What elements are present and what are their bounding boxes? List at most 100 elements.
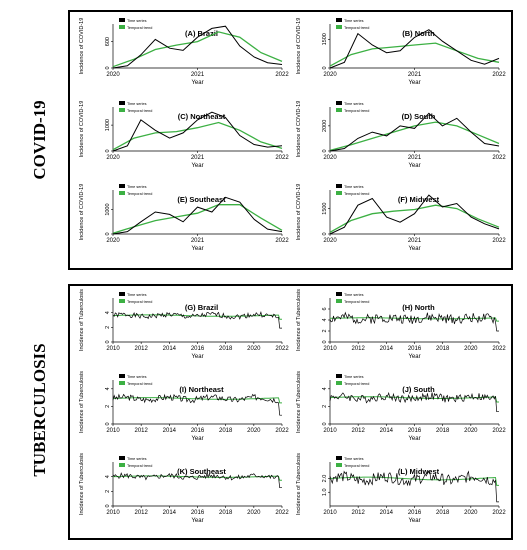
legend-label-time-series: Time series <box>344 457 364 461</box>
legend-label-time-series: Time series <box>344 102 364 106</box>
x-tick-label: 2021 <box>408 155 422 161</box>
legend-label-temporal-trend: Temporal trend <box>344 26 369 30</box>
x-tick-label: 2010 <box>323 510 337 516</box>
x-tick-label: 2010 <box>106 428 120 434</box>
panel-title: (E) Southeast <box>177 195 226 204</box>
x-tick-label: 2022 <box>275 72 289 78</box>
y-tick-label: 2 <box>105 405 111 408</box>
legend-swatch-temporal-trend <box>119 381 125 385</box>
y-axis-label: Incidence of Tuberculosis <box>296 371 302 433</box>
x-tick-label: 2020 <box>247 510 261 516</box>
legend-swatch-time-series <box>119 101 125 105</box>
legend-label-temporal-trend: Temporal trend <box>344 109 369 113</box>
x-tick-label: 2014 <box>380 346 394 352</box>
x-tick-label: 2020 <box>323 238 337 244</box>
x-tick-label: 2018 <box>219 346 233 352</box>
series-line-temporal-trend <box>329 476 499 486</box>
series-line-temporal-trend <box>112 31 283 68</box>
y-axis-label: Incidence of COVID-19 <box>79 184 85 241</box>
x-axis-label: Year <box>408 354 420 360</box>
y-tick-label: 0 <box>105 66 111 69</box>
y-tick-label: 0 <box>105 149 111 152</box>
legend-swatch-temporal-trend <box>119 299 125 303</box>
y-axis-label: Incidence of Tuberculosis <box>79 289 85 351</box>
y-tick-label: 0 <box>105 232 111 235</box>
tuberculosis-section-label: TUBERCULOSIS <box>30 343 49 477</box>
covid-section-label: COVID-19 <box>30 100 49 180</box>
x-axis-label: Year <box>191 163 203 169</box>
legend-swatch-temporal-trend <box>336 381 342 385</box>
panel-title: (L) Midwest <box>398 467 440 476</box>
legend-label-temporal-trend: Temporal trend <box>127 382 152 386</box>
legend-swatch-time-series <box>119 456 125 460</box>
legend-label-temporal-trend: Temporal trend <box>127 192 152 196</box>
legend-swatch-temporal-trend <box>336 25 342 29</box>
series-line-time-series <box>112 111 283 152</box>
x-tick-label: 2020 <box>464 346 478 352</box>
legend-swatch-time-series <box>119 374 125 378</box>
x-tick-label: 2018 <box>219 510 233 516</box>
x-axis-label: Year <box>408 518 420 524</box>
y-tick-label: 2 <box>105 326 111 329</box>
legend-swatch-time-series <box>119 184 125 188</box>
x-tick-label: 2010 <box>106 346 120 352</box>
legend-label-temporal-trend: Temporal trend <box>344 464 369 468</box>
legend-swatch-temporal-trend <box>119 463 125 467</box>
y-axis-label: Incidence of Tuberculosis <box>79 453 85 515</box>
series-line-time-series <box>112 472 282 489</box>
y-tick-label: 4 <box>322 318 328 321</box>
legend-label-time-series: Time series <box>127 102 147 106</box>
x-tick-label: 2022 <box>275 428 289 434</box>
x-tick-label: 2022 <box>275 155 289 161</box>
legend-label-time-series: Time series <box>344 375 364 379</box>
x-tick-label: 2022 <box>275 510 289 516</box>
legend-label-time-series: Time series <box>127 19 147 23</box>
x-tick-label: 2014 <box>380 428 394 434</box>
y-tick-label: 600 <box>105 37 111 46</box>
legend-swatch-time-series <box>336 374 342 378</box>
legend-swatch-temporal-trend <box>119 108 125 112</box>
legend-label-time-series: Time series <box>127 375 147 379</box>
chart-panel: 2010 2012 2014 2016 2018 2020 2022 1.0 2.0 Incide… <box>296 453 506 524</box>
x-tick-label: 2021 <box>191 72 205 78</box>
legend-label-time-series: Time series <box>344 293 364 297</box>
series-line-time-series <box>329 311 499 332</box>
x-tick-label: 2020 <box>106 238 120 244</box>
y-tick-label: 0 <box>105 504 111 507</box>
series-line-time-series <box>112 25 283 69</box>
x-tick-label: 2022 <box>275 346 289 352</box>
series-line-time-series <box>112 310 282 329</box>
legend-swatch-time-series <box>336 292 342 296</box>
x-tick-label: 2016 <box>191 428 205 434</box>
x-tick-label: 2016 <box>191 346 205 352</box>
legend-swatch-time-series <box>336 101 342 105</box>
chart-panel: 2020 2021 2022 0 1500 Incidence of COVID-19 Ye… <box>296 184 506 252</box>
x-tick-label: 2018 <box>436 510 450 516</box>
series-line-temporal-trend <box>329 204 500 233</box>
x-tick-label: 2021 <box>408 72 422 78</box>
legend-label-temporal-trend: Temporal trend <box>127 300 152 304</box>
y-axis-label: Incidence of Tuberculosis <box>79 371 85 433</box>
legend-swatch-temporal-trend <box>119 191 125 195</box>
y-tick-label: 4 <box>105 475 111 478</box>
y-tick-label: 0 <box>322 66 328 69</box>
series-line-time-series <box>329 194 500 235</box>
x-tick-label: 2022 <box>492 346 506 352</box>
y-tick-label: 4 <box>105 311 111 314</box>
x-tick-label: 2016 <box>408 510 422 516</box>
y-axis-label: Incidence of COVID-19 <box>296 101 302 158</box>
x-tick-label: 2014 <box>163 428 177 434</box>
series-line-time-series <box>329 470 499 503</box>
chart-panel: 2020 2021 2022 0 1000 Incidence of COVID-19 Ye… <box>79 184 289 252</box>
x-tick-label: 2020 <box>247 428 261 434</box>
panel-title: (F) Midwest <box>398 195 440 204</box>
x-axis-label: Year <box>191 518 203 524</box>
y-tick-label: 4 <box>105 387 111 390</box>
series-line-time-series <box>329 112 500 152</box>
x-tick-label: 2012 <box>134 510 148 516</box>
x-tick-label: 2016 <box>191 510 205 516</box>
legend-swatch-time-series <box>119 292 125 296</box>
x-tick-label: 2022 <box>492 155 506 161</box>
chart-panel: 2020 2021 2022 0 1000 Incidence of COVID-19 Ye… <box>79 101 289 169</box>
legend-label-time-series: Time series <box>344 19 364 23</box>
